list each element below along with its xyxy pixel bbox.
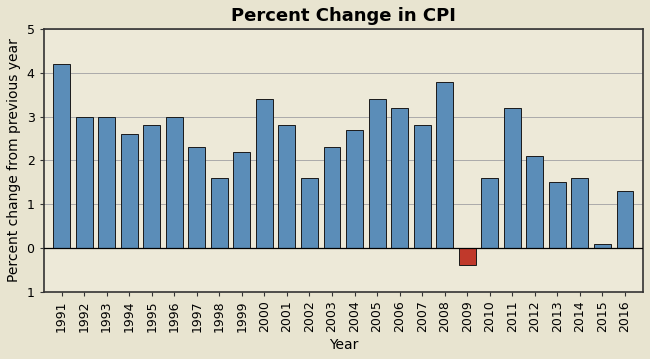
Bar — [594, 243, 611, 248]
Bar — [233, 152, 250, 248]
Bar — [369, 99, 385, 248]
Bar — [75, 117, 92, 248]
X-axis label: Year: Year — [329, 338, 358, 352]
Bar — [278, 125, 295, 248]
Bar — [53, 64, 70, 248]
Bar — [391, 108, 408, 248]
Bar — [459, 248, 476, 265]
Bar — [436, 82, 453, 248]
Bar — [98, 117, 115, 248]
Bar — [166, 117, 183, 248]
Bar — [549, 182, 566, 248]
Bar — [526, 156, 543, 248]
Title: Percent Change in CPI: Percent Change in CPI — [231, 7, 456, 25]
Bar — [301, 178, 318, 248]
Bar — [211, 178, 227, 248]
Y-axis label: Percent change from previous year: Percent change from previous year — [7, 38, 21, 283]
Bar — [346, 130, 363, 248]
Bar — [188, 147, 205, 248]
Bar — [256, 99, 273, 248]
Bar — [504, 108, 521, 248]
Bar — [413, 125, 431, 248]
Bar — [571, 178, 588, 248]
Bar — [143, 125, 160, 248]
Bar — [482, 178, 499, 248]
Bar — [617, 191, 634, 248]
Bar — [324, 147, 341, 248]
Bar — [121, 134, 138, 248]
